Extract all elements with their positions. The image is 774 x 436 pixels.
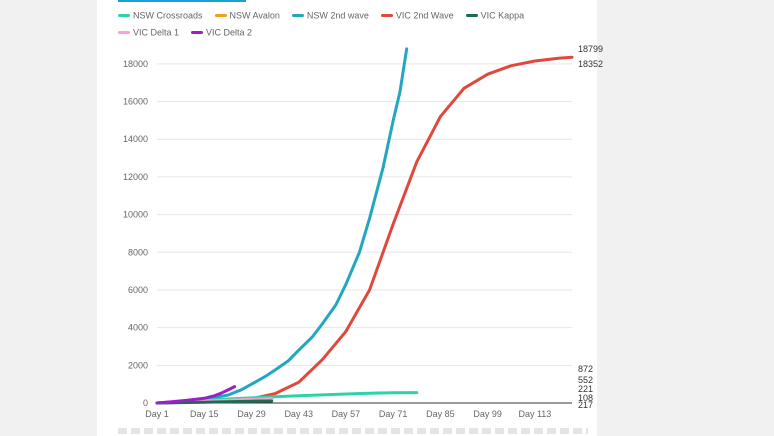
legend-item-nsw-2nd-wave[interactable]: NSW 2nd wave	[291, 10, 369, 21]
end-value-label: 18799	[578, 44, 603, 54]
chart-panel	[97, 0, 597, 436]
x-tick-label: Day 15	[190, 409, 219, 419]
end-value-label: 221	[578, 384, 593, 394]
end-value-label: 108	[578, 393, 593, 403]
legend-label: NSW Crossroads	[133, 10, 203, 21]
y-tick-label: 4000	[128, 323, 148, 333]
legend-swatch	[118, 14, 130, 18]
legend-label: VIC Kappa	[480, 10, 525, 21]
legend-swatch	[291, 14, 304, 18]
x-tick-label: Day 57	[332, 409, 361, 419]
y-tick-label: 6000	[128, 285, 148, 295]
series-lines	[155, 47, 574, 405]
legend-item-vic-delta-1[interactable]: VIC Delta 1	[118, 27, 180, 38]
legend-swatch	[118, 30, 130, 34]
x-tick-label: Day 29	[237, 409, 266, 419]
legend-item-vic-kappa[interactable]: VIC Kappa	[465, 10, 525, 21]
y-tick-label: 8000	[128, 247, 148, 257]
series-line-nsw-2nd-wave	[155, 47, 409, 405]
axes: 0 2000 4000 6000 8000 10000 12000 14000 16000 180…	[123, 59, 572, 419]
legend-item-vic-delta-2[interactable]: VIC Delta 2	[191, 27, 253, 38]
y-tick-label: 10000	[123, 210, 148, 220]
legend-item-nsw-avalon[interactable]: NSW Avalon	[214, 10, 280, 21]
series-line-vic-2nd-wave	[155, 55, 574, 405]
end-value-label: 18352	[578, 59, 603, 69]
y-tick-label: 12000	[123, 172, 148, 182]
legend-label: VIC Delta 2	[206, 27, 253, 38]
legend-label: NSW Avalon	[229, 10, 280, 21]
legend-item-nsw-crossroads[interactable]: NSW Crossroads	[118, 10, 203, 21]
end-value-label: 217	[578, 400, 593, 410]
y-tick-label: 14000	[123, 134, 148, 144]
end-value-label: 552	[578, 375, 593, 385]
series-line-vic-delta-2	[155, 385, 237, 405]
end-value-label: 872	[578, 364, 593, 374]
y-tick-label: 18000	[123, 59, 148, 69]
legend-label: VIC Delta 1	[133, 27, 180, 38]
y-tick-label: 2000	[128, 360, 148, 370]
y-tick-label: 0	[143, 398, 148, 408]
legend-item-vic-2nd-wave[interactable]: VIC 2nd Wave	[380, 10, 454, 21]
footer-text-strip	[118, 428, 588, 434]
gridlines	[157, 63, 572, 366]
legend-swatch	[191, 30, 204, 34]
chart-legend: NSW Crossroads NSW Avalon NSW 2nd wave VIC …	[118, 10, 588, 43]
legend-label: VIC 2nd Wave	[395, 10, 454, 21]
legend-swatch	[214, 14, 227, 18]
x-tick-label: Day 99	[473, 409, 502, 419]
x-tick-label: Day 43	[284, 409, 313, 419]
legend-swatch	[380, 14, 393, 18]
x-tick-label: Day 113	[518, 409, 551, 419]
legend-swatch	[465, 14, 478, 18]
legend-label: NSW 2nd wave	[306, 10, 369, 21]
x-tick-label: Day 71	[379, 409, 408, 419]
x-tick-label: Day 85	[426, 409, 455, 419]
y-tick-label: 16000	[123, 97, 148, 107]
top-accent-bar	[118, 0, 246, 2]
x-tick-label: Day 1	[145, 409, 169, 419]
